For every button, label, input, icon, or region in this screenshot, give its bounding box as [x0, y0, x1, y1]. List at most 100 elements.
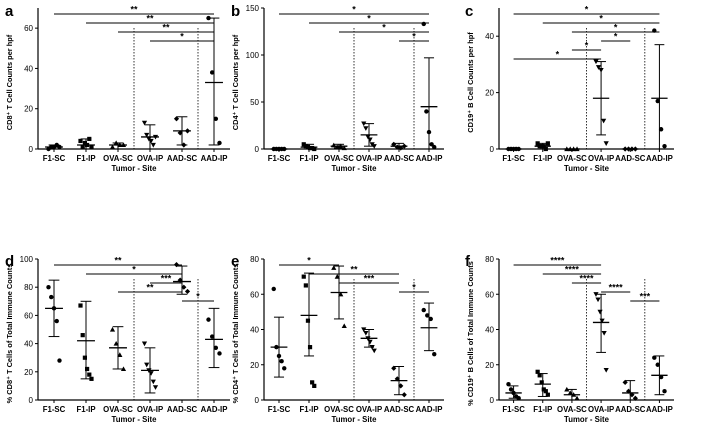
significance-label: *	[585, 5, 589, 15]
data-point	[312, 383, 317, 388]
x-tick-label: F1-IP	[299, 154, 318, 163]
series-F1-SC	[505, 146, 522, 152]
y-tick-label: 0	[490, 145, 495, 154]
y-tick-label: 0	[255, 145, 260, 154]
series-F1-SC	[505, 381, 522, 401]
significance-label: *	[614, 32, 618, 42]
series-AAD-IP	[420, 302, 438, 357]
series-AAD-IP	[205, 307, 223, 369]
panel-a: a 0 20 40 60 CD8⁺ T Cell Counts per hpf F1-SC F…	[5, 3, 230, 173]
x-tick-label: OVA-SC	[103, 154, 133, 163]
x-tick-label: AAD-IP	[201, 405, 228, 414]
x-tick-label: AAD-SC	[615, 154, 646, 163]
y-tick-label: 150	[246, 4, 260, 13]
data-point	[57, 358, 62, 363]
data-point	[545, 392, 550, 397]
series-OVA-IP	[592, 59, 610, 146]
y-tick-label: 0	[29, 396, 34, 405]
data-point	[655, 362, 660, 367]
y-axis-label: % CD19⁺ B Cells of Total Immune Counts	[466, 261, 475, 406]
data-point	[312, 146, 317, 152]
data-point	[206, 15, 211, 21]
series-F1-IP	[77, 300, 95, 381]
data-point	[307, 345, 313, 350]
x-tick-label: OVA-SC	[557, 154, 587, 163]
y-tick-label: 100	[20, 255, 34, 264]
data-point	[367, 339, 373, 345]
data-point	[428, 316, 433, 322]
x-tick-label: AAD-IP	[416, 405, 443, 414]
data-point	[310, 380, 315, 385]
data-point	[341, 323, 347, 329]
x-tick-label: OVA-IP	[588, 405, 614, 414]
data-point	[85, 366, 90, 372]
data-point	[658, 127, 664, 132]
significance-label: *	[412, 32, 416, 42]
data-point	[506, 381, 511, 387]
x-tick-label: F1-IP	[299, 405, 318, 414]
data-point	[432, 144, 437, 150]
data-point	[574, 395, 580, 401]
significance-label: **	[130, 5, 138, 15]
y-tick-label: 20	[485, 361, 494, 370]
significance-label: *	[382, 23, 386, 33]
data-point	[181, 284, 187, 290]
data-point	[622, 379, 628, 385]
y-tick-label: 50	[250, 98, 259, 107]
series-OVA-SC	[563, 146, 581, 152]
panel-label: d	[5, 253, 14, 270]
series-AAD-IP	[205, 15, 223, 146]
x-tick-label: OVA-SC	[324, 405, 354, 414]
data-point	[537, 373, 542, 378]
series-OVA-IP	[141, 341, 159, 394]
significance-label: ***	[640, 292, 651, 302]
x-axis-label: Tumor - Site	[564, 164, 610, 173]
series-F1-IP	[534, 369, 551, 397]
x-tick-label: F1-SC	[502, 405, 525, 414]
x-tick-label: F1-IP	[76, 405, 95, 414]
data-point	[150, 142, 156, 148]
series-OVA-IP	[360, 327, 378, 354]
data-point	[429, 142, 434, 147]
x-tick-label: F1-IP	[76, 154, 95, 163]
panel-b: b 0 50 100 150 CD4⁺ T Cell Counts per hpf F1-S…	[231, 3, 444, 173]
y-axis-label: CD4⁺ T Cell Counts per hpf	[231, 34, 240, 130]
data-point	[305, 318, 311, 323]
panel-c: c 0 20 40 CD19⁺ B Cell Counts per hpf F1-SC F1…	[465, 3, 674, 173]
y-tick-label: 0	[255, 396, 260, 405]
y-tick-label: 0	[490, 396, 495, 405]
x-tick-label: OVA-SC	[557, 405, 587, 414]
data-point	[144, 132, 150, 138]
y-tick-label: 0	[29, 145, 34, 154]
x-axis-label: Tumor - Site	[564, 415, 610, 424]
data-point	[82, 355, 87, 360]
x-tick-label: OVA-SC	[324, 154, 354, 163]
data-point	[361, 121, 367, 127]
y-tick-label: 80	[485, 255, 494, 264]
data-point	[209, 70, 215, 75]
series-AAD-SC	[622, 379, 639, 401]
x-tick-label: F1-SC	[502, 154, 525, 163]
series-F1-IP	[534, 141, 551, 152]
x-tick-label: AAD-SC	[384, 154, 415, 163]
data-point	[152, 385, 159, 390]
data-point	[173, 116, 180, 122]
series-OVA-IP	[141, 120, 159, 150]
series-OVA-IP	[592, 292, 610, 373]
series-AAD-IP	[651, 355, 668, 396]
significance-label: **	[350, 265, 358, 275]
x-tick-label: OVA-IP	[137, 154, 163, 163]
data-point	[371, 144, 377, 149]
data-point	[148, 138, 154, 144]
panel-label: e	[231, 253, 239, 270]
y-tick-label: 60	[485, 290, 494, 299]
panel-label: f	[465, 253, 471, 270]
data-point	[603, 367, 609, 373]
data-point	[535, 369, 540, 374]
y-tick-label: 40	[485, 32, 494, 41]
data-point	[209, 334, 215, 339]
data-point	[432, 351, 437, 357]
x-tick-label: OVA-IP	[588, 154, 614, 163]
series-AAD-SC	[390, 141, 408, 151]
